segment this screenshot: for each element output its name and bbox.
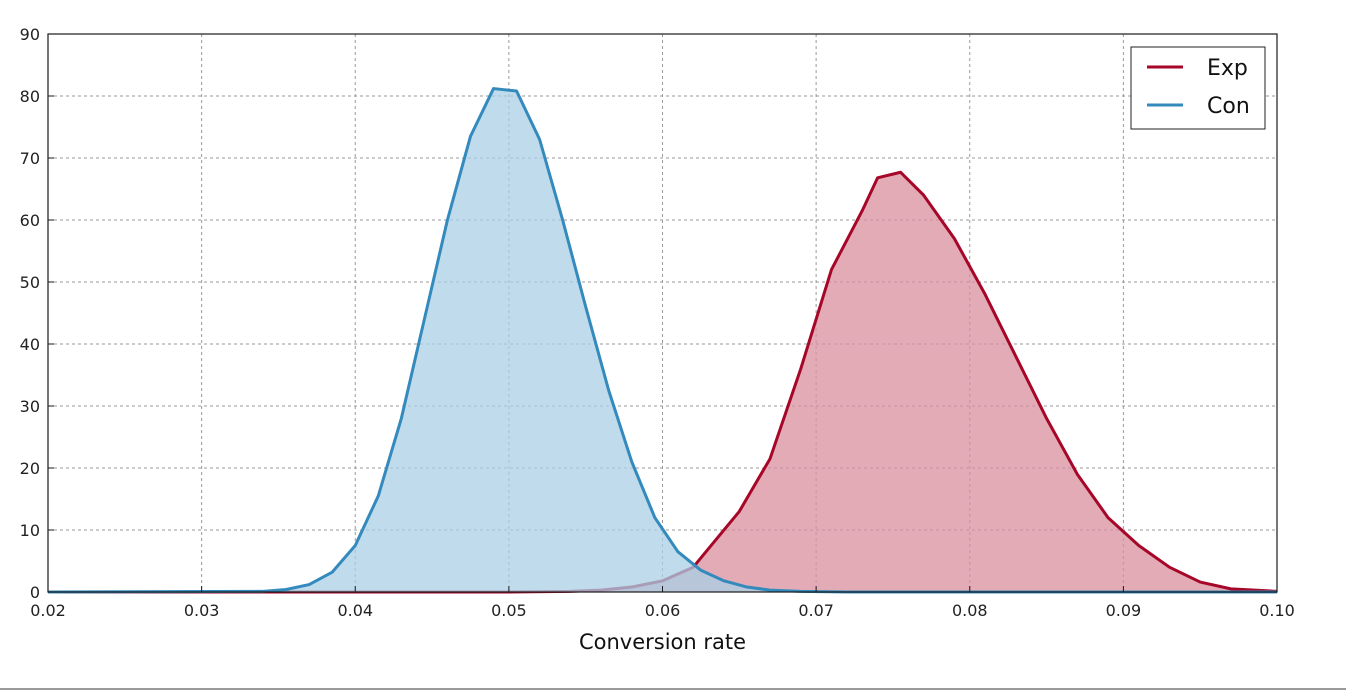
x-tick-label: 0.08 bbox=[952, 601, 988, 620]
x-tick-label: 0.06 bbox=[645, 601, 681, 620]
legend-label-exp: Exp bbox=[1207, 56, 1248, 81]
series-exp-area bbox=[48, 172, 1277, 592]
y-tick-label: 10 bbox=[20, 521, 40, 540]
x-tick-label: 0.02 bbox=[30, 601, 66, 620]
y-tick-label: 40 bbox=[20, 335, 40, 354]
x-tick-label: 0.05 bbox=[491, 601, 527, 620]
y-tick-label: 60 bbox=[20, 211, 40, 230]
x-tick-label: 0.04 bbox=[337, 601, 373, 620]
y-tick-label: 20 bbox=[20, 459, 40, 478]
y-tick-label: 90 bbox=[20, 25, 40, 44]
x-tick-label: 0.10 bbox=[1259, 601, 1295, 620]
y-tick-label: 0 bbox=[30, 583, 40, 602]
axis-ticks: 0.02 0.03 0.04 0.05 0.06 0.07 0.08 0.09 0.10 0 10 2… bbox=[20, 25, 1295, 620]
y-tick-label: 80 bbox=[20, 87, 40, 106]
legend-box bbox=[1130, 46, 1266, 130]
bottom-divider bbox=[0, 688, 1346, 690]
x-tick-label: 0.07 bbox=[798, 601, 834, 620]
y-tick-label: 50 bbox=[20, 273, 40, 292]
y-tick-label: 70 bbox=[20, 149, 40, 168]
x-tick-label: 0.09 bbox=[1106, 601, 1142, 620]
legend-label-con: Con bbox=[1207, 94, 1250, 119]
series-layer bbox=[47, 87, 1278, 594]
y-tick-label: 30 bbox=[20, 397, 40, 416]
x-tick-label: 0.03 bbox=[184, 601, 220, 620]
legend: Exp Con bbox=[1130, 46, 1266, 130]
x-axis-label: Conversion rate bbox=[579, 630, 746, 654]
series-con-line bbox=[47, 87, 1277, 594]
